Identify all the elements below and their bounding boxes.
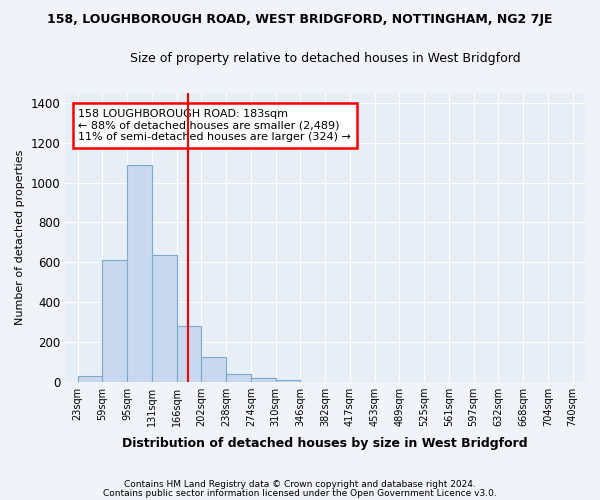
Bar xyxy=(127,164,152,382)
Bar xyxy=(152,255,176,382)
Text: 158 LOUGHBOROUGH ROAD: 183sqm
← 88% of detached houses are smaller (2,489)
11% o: 158 LOUGHBOROUGH ROAD: 183sqm ← 88% of d… xyxy=(78,109,351,142)
Bar xyxy=(226,374,251,382)
Bar xyxy=(275,380,301,382)
Bar xyxy=(251,378,275,382)
Y-axis label: Number of detached properties: Number of detached properties xyxy=(15,150,25,325)
Text: Contains HM Land Registry data © Crown copyright and database right 2024.: Contains HM Land Registry data © Crown c… xyxy=(124,480,476,489)
Text: Contains public sector information licensed under the Open Government Licence v3: Contains public sector information licen… xyxy=(103,488,497,498)
X-axis label: Distribution of detached houses by size in West Bridgford: Distribution of detached houses by size … xyxy=(122,437,528,450)
Bar xyxy=(202,356,226,382)
Text: 158, LOUGHBOROUGH ROAD, WEST BRIDGFORD, NOTTINGHAM, NG2 7JE: 158, LOUGHBOROUGH ROAD, WEST BRIDGFORD, … xyxy=(47,12,553,26)
Bar xyxy=(77,376,102,382)
Bar xyxy=(102,260,127,382)
Title: Size of property relative to detached houses in West Bridgford: Size of property relative to detached ho… xyxy=(130,52,520,66)
Bar xyxy=(176,326,202,382)
